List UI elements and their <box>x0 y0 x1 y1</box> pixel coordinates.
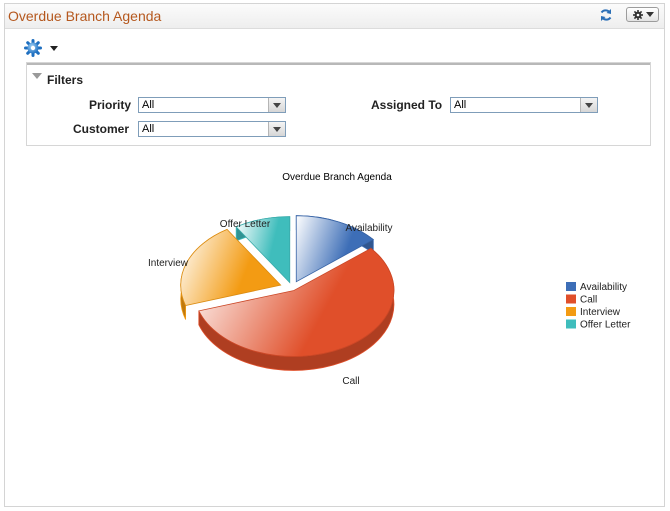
chevron-down-icon <box>268 122 285 136</box>
priority-value: All <box>142 99 155 111</box>
legend-label: Offer Letter <box>580 320 631 331</box>
chevron-down-icon <box>646 12 654 17</box>
legend-swatch <box>566 282 576 291</box>
chevron-down-icon <box>580 98 597 112</box>
gear-icon <box>24 39 42 57</box>
gear-icon <box>633 10 643 20</box>
pagelet: Overdue Branch Agenda <box>4 3 665 507</box>
chart-title: Overdue Branch Agenda <box>282 172 392 183</box>
slice-label: Call <box>342 376 359 387</box>
legend-swatch <box>566 319 576 329</box>
refresh-icon[interactable] <box>599 8 613 22</box>
chevron-down-icon <box>268 98 285 112</box>
filters-title[interactable]: Filters <box>47 73 84 87</box>
slice-label: Offer Letter <box>220 219 271 230</box>
legend-label: Availability <box>580 282 627 293</box>
legend-label: Interview <box>580 307 621 318</box>
filters-panel: Filters Priority All Customer All Assign… <box>26 62 651 146</box>
pie-slice-interview[interactable] <box>180 228 282 307</box>
pagelet-title: Overdue Branch Agenda <box>8 8 162 24</box>
assigned-to-value: All <box>454 99 467 111</box>
assigned-to-label: Assigned To <box>371 98 443 112</box>
customer-select[interactable]: All <box>138 121 286 137</box>
chart-options-menu[interactable] <box>24 39 64 57</box>
pie-slice-call[interactable] <box>198 247 395 357</box>
legend-label: Call <box>580 295 597 306</box>
pagelet-actions-button[interactable] <box>626 7 659 22</box>
pagelet-header: Overdue Branch Agenda <box>5 4 664 29</box>
priority-select[interactable]: All <box>138 97 286 113</box>
legend-swatch <box>566 307 576 316</box>
customer-label: Customer <box>73 122 130 136</box>
customer-value: All <box>142 123 155 135</box>
chevron-down-icon <box>50 46 58 51</box>
assigned-to-select[interactable]: All <box>450 97 598 113</box>
pie-slice-offer-letter[interactable] <box>235 216 291 284</box>
collapse-arrow-icon[interactable] <box>32 73 42 79</box>
slice-label: Availability <box>345 223 392 234</box>
priority-label: Priority <box>89 98 132 112</box>
pie-slice-availability[interactable] <box>295 215 375 283</box>
legend-swatch <box>566 294 576 304</box>
filters-divider <box>27 63 650 65</box>
slice-label: Interview <box>148 258 189 269</box>
